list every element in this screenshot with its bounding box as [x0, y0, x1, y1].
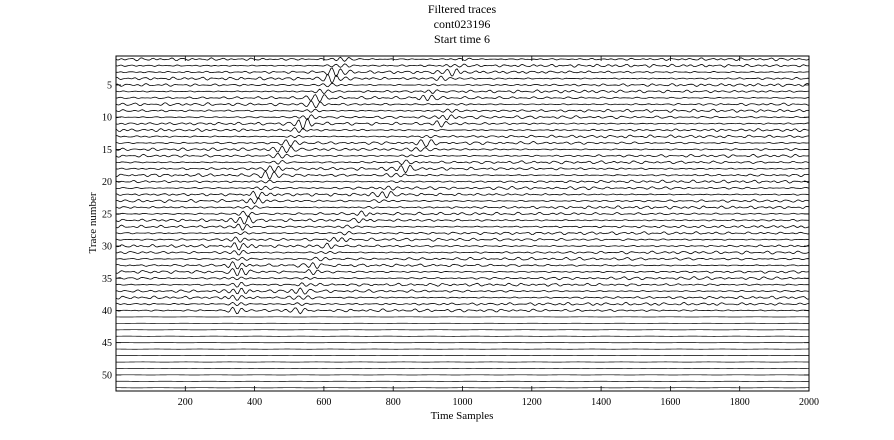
x-tick-label-1200: 1200 [522, 397, 542, 408]
y-tick-label-35: 35 [102, 274, 112, 285]
y-tick-label-10: 10 [102, 113, 112, 124]
trace-27 [115, 223, 810, 231]
trace-7 [115, 94, 810, 103]
trace-3 [115, 67, 810, 78]
plot-frame [115, 55, 810, 392]
x-tick-label-1600: 1600 [660, 397, 680, 408]
trace-34 [115, 267, 810, 276]
trace-25 [115, 210, 810, 217]
y-tick-label-25: 25 [102, 209, 112, 220]
trace-8 [115, 100, 810, 109]
trace-22 [115, 190, 810, 199]
trace-26 [115, 215, 810, 225]
y-axis: 5 10 15 20 25 30 35 40 45 50 [102, 80, 809, 381]
trace-9 [115, 108, 810, 113]
trace-29 [115, 236, 810, 243]
trace-17 [115, 159, 810, 166]
x-tick-label-600: 600 [316, 397, 331, 408]
y-tick-label-40: 40 [102, 306, 112, 317]
trace-16 [115, 152, 810, 159]
trace-18 [115, 164, 810, 174]
title-line-3: Start time 6 [434, 32, 490, 46]
trace-2 [115, 63, 810, 68]
trace-4 [115, 73, 810, 84]
x-tick-label-2000: 2000 [799, 397, 819, 408]
trace-33 [115, 261, 810, 270]
x-tick-label-1400: 1400 [591, 397, 611, 408]
x-axis: 200 400 600 800 1000 1200 1400 1600 1800 2000 [178, 56, 819, 408]
trace-35 [115, 276, 810, 281]
y-tick-label-15: 15 [102, 145, 112, 156]
title-line-2: cont023196 [434, 17, 491, 31]
trace-12 [115, 127, 810, 134]
trace-37 [115, 287, 810, 295]
trace-15 [115, 145, 810, 154]
y-tick-label-30: 30 [102, 242, 112, 253]
trace-19 [115, 170, 810, 181]
trace-10 [115, 114, 810, 121]
trace-28 [115, 231, 810, 236]
x-tick-label-400: 400 [247, 397, 262, 408]
trace-39 [115, 301, 810, 307]
y-tick-label-45: 45 [102, 338, 112, 349]
x-tick-label-200: 200 [178, 397, 193, 408]
y-axis-label: Trace number [87, 192, 99, 253]
trace-20 [115, 179, 810, 184]
trace-30 [115, 242, 810, 251]
x-tick-label-1000: 1000 [453, 397, 473, 408]
trace-31 [115, 249, 810, 256]
trace-24 [115, 205, 810, 210]
traces-group [115, 56, 810, 389]
trace-14 [115, 139, 810, 148]
trace-21 [115, 185, 810, 191]
trace-13 [115, 134, 810, 139]
trace-11 [115, 117, 810, 130]
trace-5 [115, 82, 810, 88]
x-tick-label-1800: 1800 [730, 397, 750, 408]
trace-32 [115, 256, 810, 262]
y-tick-label-20: 20 [102, 177, 112, 188]
trace-38 [115, 294, 810, 301]
trace-6 [115, 88, 810, 95]
trace-40 [115, 306, 810, 315]
y-tick-label-50: 50 [102, 370, 112, 381]
title-line-1: Filtered traces [428, 2, 497, 16]
trace-36 [115, 281, 810, 288]
trace-23 [115, 197, 810, 205]
y-tick-label-5: 5 [107, 80, 112, 91]
x-tick-label-800: 800 [386, 397, 401, 408]
x-axis-label: Time Samples [431, 410, 494, 422]
